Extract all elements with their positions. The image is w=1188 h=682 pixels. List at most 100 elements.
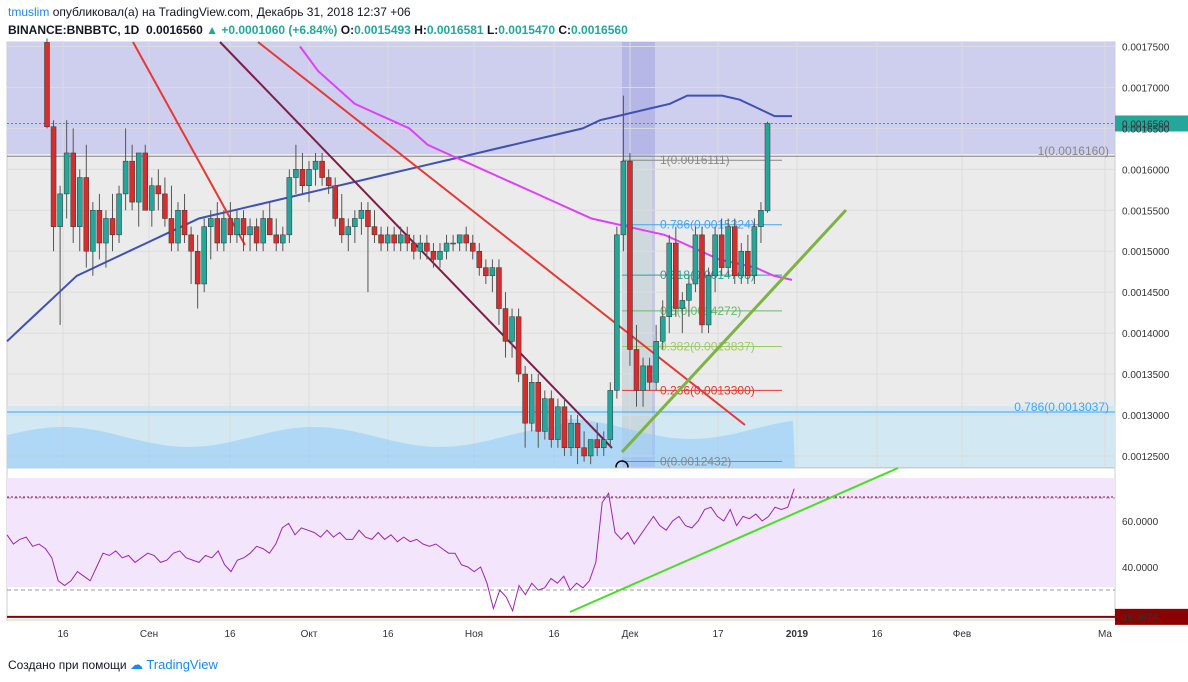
candle-body[interactable] xyxy=(417,242,424,252)
candle-body[interactable] xyxy=(758,210,764,227)
candle-body[interactable] xyxy=(450,242,456,245)
candle-body[interactable] xyxy=(443,242,450,252)
candle-body[interactable] xyxy=(424,242,430,252)
candle-body[interactable] xyxy=(640,365,646,391)
candle-body[interactable] xyxy=(194,250,201,285)
candle-body[interactable] xyxy=(509,316,515,342)
candle-body[interactable] xyxy=(168,218,175,244)
candle-body[interactable] xyxy=(489,267,496,277)
candle-body[interactable] xyxy=(692,234,699,285)
candle-body[interactable] xyxy=(325,177,332,186)
candle-body[interactable] xyxy=(456,234,463,244)
candle-body[interactable] xyxy=(397,234,404,244)
candle-body[interactable] xyxy=(358,210,365,219)
candle-body[interactable] xyxy=(44,42,50,128)
candle-body[interactable] xyxy=(430,250,437,260)
candle-body[interactable] xyxy=(463,234,469,244)
candle-body[interactable] xyxy=(129,160,135,203)
candle-body[interactable] xyxy=(627,160,633,350)
candle-body[interactable] xyxy=(175,210,181,244)
candle-body[interactable] xyxy=(77,177,83,227)
candle-body[interactable] xyxy=(293,169,299,178)
candle-body[interactable] xyxy=(155,185,162,195)
candle-body[interactable] xyxy=(201,226,207,285)
candle-body[interactable] xyxy=(659,316,666,342)
candle-body[interactable] xyxy=(548,398,555,440)
candle-body[interactable] xyxy=(57,193,63,227)
candle-body[interactable] xyxy=(437,250,443,260)
candle-body[interactable] xyxy=(181,210,188,236)
candle-body[interactable] xyxy=(299,169,306,186)
candle-body[interactable] xyxy=(515,316,522,375)
candle-body[interactable] xyxy=(607,390,614,440)
candle-body[interactable] xyxy=(339,218,345,236)
candle-body[interactable] xyxy=(633,349,640,391)
candle-body[interactable] xyxy=(103,218,109,244)
username[interactable]: tmuslim xyxy=(8,5,50,19)
candle-body[interactable] xyxy=(679,300,686,309)
candle-body[interactable] xyxy=(732,226,738,277)
candle-body[interactable] xyxy=(378,234,384,244)
candle-body[interactable] xyxy=(561,406,568,449)
candle-body[interactable] xyxy=(188,234,194,252)
candle-body[interactable] xyxy=(646,365,653,383)
candle-body[interactable] xyxy=(312,160,319,170)
candle-body[interactable] xyxy=(214,218,221,244)
candle-body[interactable] xyxy=(240,218,247,236)
candle-body[interactable] xyxy=(718,234,725,268)
candle-body[interactable] xyxy=(352,218,358,227)
candle-body[interactable] xyxy=(234,218,240,236)
candle-body[interactable] xyxy=(384,234,391,244)
candle-body[interactable] xyxy=(286,177,293,236)
candle-body[interactable] xyxy=(745,250,751,277)
candle-body[interactable] xyxy=(614,234,620,391)
candle-body[interactable] xyxy=(712,234,718,277)
candle-body[interactable] xyxy=(555,406,561,440)
candle-body[interactable] xyxy=(135,152,142,203)
candle-body[interactable] xyxy=(96,210,103,244)
candle-body[interactable] xyxy=(208,218,214,227)
candle-body[interactable] xyxy=(319,160,325,178)
candle-body[interactable] xyxy=(568,422,574,449)
candle-body[interactable] xyxy=(653,341,659,383)
candle-body[interactable] xyxy=(738,250,745,277)
candle-body[interactable] xyxy=(705,275,712,326)
candle-body[interactable] xyxy=(601,439,607,449)
candle-body[interactable] xyxy=(404,234,410,244)
candle-body[interactable] xyxy=(686,283,692,301)
candle-body[interactable] xyxy=(483,267,489,277)
candle-body[interactable] xyxy=(345,226,352,236)
candle-body[interactable] xyxy=(253,226,260,244)
candle-body[interactable] xyxy=(496,267,502,309)
candle-body[interactable] xyxy=(391,234,397,244)
tradingview-logo-text[interactable]: TradingView xyxy=(146,657,218,672)
candle-body[interactable] xyxy=(535,381,541,432)
candle-body[interactable] xyxy=(371,226,378,236)
candle-body[interactable] xyxy=(247,226,253,236)
candle-body[interactable] xyxy=(502,308,509,342)
candle-body[interactable] xyxy=(574,422,581,449)
candle-body[interactable] xyxy=(411,242,417,252)
candle-body[interactable] xyxy=(273,234,279,244)
candle-body[interactable] xyxy=(162,193,168,219)
candle-body[interactable] xyxy=(470,242,476,252)
candle-body[interactable] xyxy=(306,169,312,186)
candle-body[interactable] xyxy=(542,398,548,432)
candle-body[interactable] xyxy=(260,218,266,244)
candle-body[interactable] xyxy=(109,218,116,236)
candle-body[interactable] xyxy=(149,185,155,211)
candle-body[interactable] xyxy=(587,439,594,457)
candle-body[interactable] xyxy=(528,381,535,424)
candle-body[interactable] xyxy=(142,152,148,211)
candle-body[interactable] xyxy=(332,185,338,219)
candle-body[interactable] xyxy=(90,210,96,252)
candle-body[interactable] xyxy=(725,226,731,268)
candle-body[interactable] xyxy=(764,123,771,212)
candle-body[interactable] xyxy=(365,210,371,227)
candle-body[interactable] xyxy=(221,218,227,244)
candle-body[interactable] xyxy=(83,177,90,252)
candle-body[interactable] xyxy=(699,234,705,326)
candle-body[interactable] xyxy=(70,152,76,227)
candle-body[interactable] xyxy=(476,250,483,268)
candle-body[interactable] xyxy=(266,218,273,236)
